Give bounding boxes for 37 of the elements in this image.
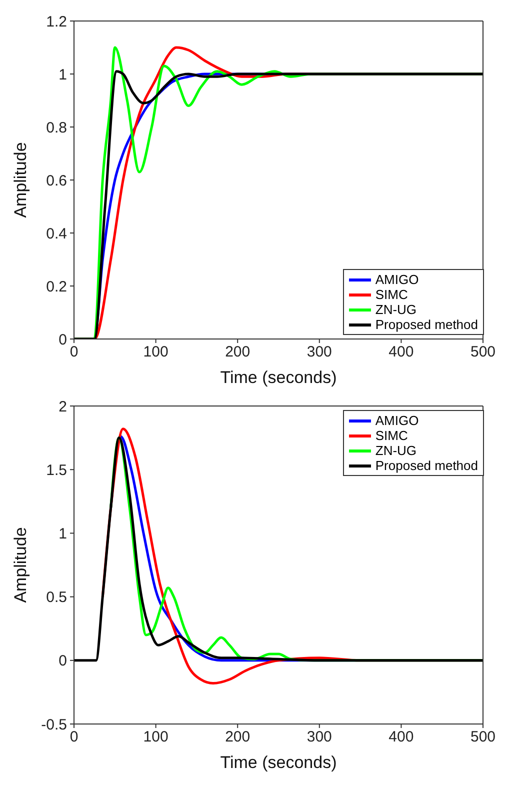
y-tick-label: 0.6 xyxy=(46,172,67,190)
legend-label: Proposed method xyxy=(375,317,478,332)
x-axis-title: Time (seconds) xyxy=(220,753,337,772)
y-tick-label: 0 xyxy=(58,652,67,670)
x-tick-label: 400 xyxy=(388,344,414,361)
y-tick-label: 0.2 xyxy=(46,278,67,296)
x-tick-label: 300 xyxy=(306,344,332,361)
y-tick-label: 1 xyxy=(58,66,67,84)
y-tick-label: 0.4 xyxy=(46,225,67,242)
x-tick-label: 100 xyxy=(143,728,168,746)
x-tick-label: 200 xyxy=(225,728,250,746)
y-tick-label: 0.5 xyxy=(46,589,67,606)
y-tick-label: 1 xyxy=(58,526,67,543)
legend-label: ZN-UG xyxy=(375,302,417,317)
y-tick-label: 2 xyxy=(58,398,67,416)
y-tick-label: 1.5 xyxy=(46,462,67,479)
x-tick-label: 500 xyxy=(470,344,496,361)
x-tick-label: 100 xyxy=(143,344,168,361)
legend-label: Proposed method xyxy=(375,458,478,473)
x-tick-label: 0 xyxy=(70,728,78,746)
legend-label: SIMC xyxy=(375,287,408,302)
y-axis-title: Amplitude xyxy=(11,142,30,218)
y-tick-label: -0.5 xyxy=(41,716,67,734)
y-tick-label: 0.8 xyxy=(46,119,67,136)
x-tick-label: 400 xyxy=(388,728,414,746)
y-axis-title: Amplitude xyxy=(11,527,30,603)
x-axis-title: Time (seconds) xyxy=(220,368,337,387)
y-tick-label: 1.2 xyxy=(46,13,67,30)
legend-label: AMIGO xyxy=(375,272,419,287)
y-tick-label: 0 xyxy=(58,331,67,348)
x-tick-label: 300 xyxy=(306,728,332,746)
x-tick-label: 500 xyxy=(470,728,496,746)
x-tick-label: 0 xyxy=(70,344,78,361)
legend-label: SIMC xyxy=(375,428,408,443)
legend-label: ZN-UG xyxy=(375,443,417,458)
legend-label: AMIGO xyxy=(375,413,419,428)
x-tick-label: 200 xyxy=(225,344,250,361)
